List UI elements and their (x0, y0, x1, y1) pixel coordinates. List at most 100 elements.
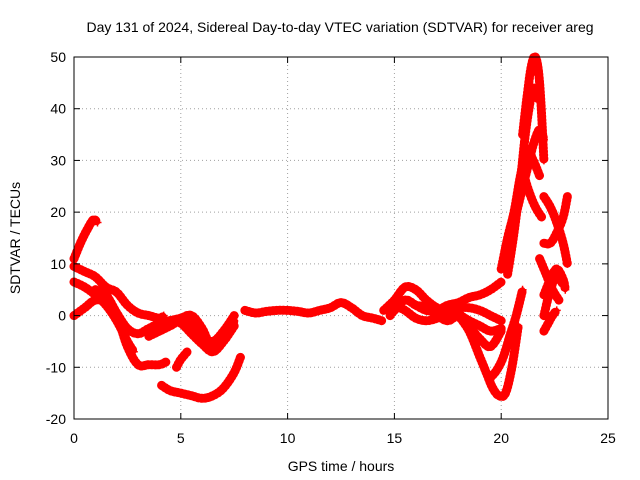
data-point-marker (546, 239, 555, 248)
data-point-marker (501, 389, 510, 398)
data-point-marker (454, 311, 463, 320)
data-point-marker (482, 368, 491, 377)
data-point-marker (548, 311, 557, 320)
data-point-marker (91, 285, 100, 294)
series-arc-13 (385, 277, 506, 321)
x-tick-label: 20 (493, 430, 509, 446)
data-point-marker (315, 306, 324, 315)
series-markers (69, 261, 169, 323)
data-point-marker (358, 311, 367, 320)
data-point-marker (465, 327, 474, 336)
data-point-marker (155, 319, 164, 328)
data-point-marker (443, 316, 452, 325)
data-point-marker (166, 386, 175, 395)
data-point-marker (187, 329, 196, 338)
data-point-marker (337, 298, 345, 307)
data-point-marker (561, 285, 570, 294)
data-point-marker (134, 308, 143, 317)
data-point-marker (134, 360, 143, 369)
data-point-marker (552, 265, 561, 274)
data-point-marker (516, 192, 525, 201)
data-point-marker (443, 303, 452, 312)
data-point-marker (80, 283, 89, 292)
data-point-marker (497, 265, 506, 274)
data-point-marker (499, 352, 508, 361)
series-arc-02 (69, 261, 169, 323)
x-tick-label: 15 (387, 430, 403, 446)
y-tick-label: 10 (50, 256, 66, 272)
series-arc-08 (165, 316, 239, 357)
data-point-marker (486, 285, 495, 294)
y-tick-label: -20 (46, 411, 66, 427)
data-point-marker (411, 285, 420, 294)
data-point-marker (91, 272, 100, 281)
data-point-marker (492, 365, 501, 374)
series-arc-17 (454, 311, 523, 402)
data-point-marker (369, 314, 378, 323)
data-point-marker (157, 381, 166, 390)
data-point-marker (134, 329, 143, 338)
data-point-marker (187, 391, 196, 400)
data-point-marker (80, 267, 89, 276)
data-point-marker (283, 306, 292, 315)
data-point-marker (183, 347, 192, 356)
data-point-marker (155, 360, 164, 369)
series-arc-28 (535, 254, 564, 305)
y-tick-label: 20 (50, 204, 66, 220)
data-point-marker (112, 288, 121, 297)
data-point-marker (251, 308, 260, 317)
data-point-marker (507, 363, 516, 372)
axis-ticks: 0 5 10 15 20 25 -20 -10 0 10 20 30 40 50 (46, 49, 616, 446)
data-point-marker (219, 337, 228, 346)
data-point-marker (144, 332, 153, 341)
data-point-marker (401, 306, 410, 315)
y-tick-label: 30 (50, 152, 66, 168)
data-point-marker (236, 352, 245, 361)
data-point-marker (208, 347, 217, 356)
data-point-marker (539, 327, 548, 336)
series-arc-01 (69, 215, 102, 264)
data-point-marker (486, 342, 495, 351)
data-point-marker (176, 389, 185, 398)
series-arc-27 (539, 192, 572, 249)
data-point-marker (559, 239, 568, 248)
y-tick-label: 40 (50, 101, 66, 117)
series-arc-14 (389, 300, 506, 326)
data-point-marker (401, 283, 410, 292)
data-point-marker (326, 303, 335, 312)
data-series (69, 51, 572, 403)
data-point-marker (112, 308, 121, 317)
data-point-marker (535, 125, 544, 134)
data-point-marker (535, 78, 544, 87)
data-point-marker (495, 391, 504, 400)
data-point-marker (465, 293, 474, 302)
data-point-marker (176, 355, 185, 364)
data-point-marker (510, 228, 519, 237)
data-point-marker (522, 94, 531, 103)
data-point-marker (535, 171, 544, 180)
data-point-marker (518, 130, 527, 139)
data-point-marker (475, 290, 484, 299)
data-point-marker (563, 192, 572, 201)
data-point-marker (486, 311, 495, 320)
data-point-marker (240, 306, 249, 315)
data-point-marker (548, 285, 557, 294)
data-point-marker (537, 213, 546, 222)
series-markers (518, 166, 547, 222)
data-point-marker (102, 290, 111, 299)
data-point-marker (559, 213, 568, 222)
data-point-marker (80, 303, 89, 312)
data-point-marker (546, 202, 555, 211)
data-point-marker (422, 296, 431, 305)
x-tick-label: 0 (70, 430, 78, 446)
data-point-marker (176, 319, 185, 328)
data-point-marker (208, 391, 217, 400)
data-point-marker (390, 301, 399, 310)
data-point-marker (377, 316, 386, 325)
data-point-marker (510, 218, 519, 227)
data-point-marker (123, 301, 132, 310)
data-point-marker (172, 363, 181, 372)
series-arc-04 (69, 295, 171, 371)
x-tick-label: 10 (280, 430, 296, 446)
data-point-marker (93, 218, 102, 227)
